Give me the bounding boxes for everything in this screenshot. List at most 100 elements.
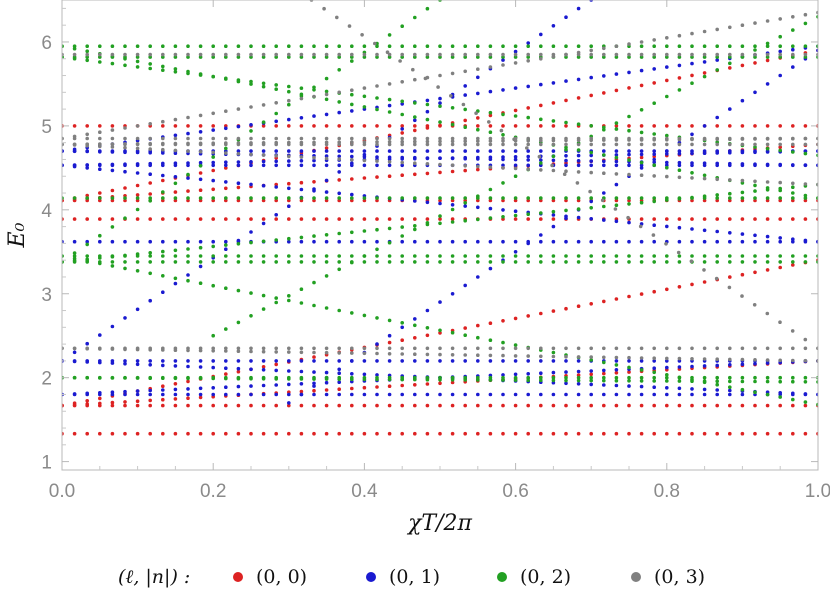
data-point xyxy=(186,278,190,283)
data-point xyxy=(438,73,442,78)
data-point xyxy=(702,55,707,59)
data-point xyxy=(627,196,631,200)
data-point xyxy=(715,239,719,244)
data-point xyxy=(350,109,354,113)
data-point xyxy=(72,164,77,169)
data-point xyxy=(589,124,593,128)
data-point xyxy=(123,260,127,264)
data-point xyxy=(135,252,140,256)
data-point xyxy=(539,168,543,172)
data-point xyxy=(324,346,329,351)
data-point xyxy=(715,44,719,48)
data-point xyxy=(186,189,190,193)
data-point xyxy=(513,108,518,113)
data-point xyxy=(261,84,266,89)
data-point xyxy=(665,260,669,264)
data-point xyxy=(173,44,178,48)
data-point xyxy=(613,207,618,211)
data-point xyxy=(211,392,215,397)
data-point xyxy=(211,128,215,132)
data-point xyxy=(702,151,707,155)
data-point xyxy=(249,129,253,133)
data-point xyxy=(413,161,417,165)
data-point xyxy=(312,156,316,160)
data-point xyxy=(173,55,178,59)
data-point xyxy=(236,431,241,436)
data-point xyxy=(551,142,556,147)
data-point xyxy=(287,369,291,373)
data-point xyxy=(753,189,757,193)
data-point xyxy=(537,154,542,159)
data-point xyxy=(324,112,329,117)
x-tick-label: 1.0 xyxy=(805,481,830,502)
data-point xyxy=(575,181,580,185)
data-point xyxy=(564,214,568,219)
data-point xyxy=(551,54,556,59)
data-point xyxy=(488,113,493,118)
data-point xyxy=(324,97,329,102)
data-point xyxy=(665,65,669,69)
data-point xyxy=(564,142,568,147)
data-point xyxy=(539,117,543,122)
data-point xyxy=(765,82,770,86)
data-point xyxy=(652,142,656,147)
data-point xyxy=(589,206,593,210)
data-point xyxy=(564,79,568,83)
data-point xyxy=(161,217,165,221)
data-point xyxy=(161,52,165,57)
data-point xyxy=(148,136,152,141)
data-point xyxy=(626,215,630,220)
data-point xyxy=(765,260,770,264)
data-point xyxy=(753,179,757,184)
data-point xyxy=(526,55,530,59)
data-point xyxy=(665,224,669,229)
data-point xyxy=(765,196,770,200)
data-point xyxy=(85,166,89,170)
data-point xyxy=(677,52,682,57)
data-point xyxy=(350,102,354,107)
data-point xyxy=(576,403,581,408)
data-point xyxy=(450,156,455,160)
data-point xyxy=(375,55,379,59)
x-tick-label: 0.6 xyxy=(502,481,528,502)
data-point xyxy=(803,142,808,147)
data-point xyxy=(261,141,266,145)
data-point xyxy=(287,154,291,159)
data-point xyxy=(551,403,556,408)
data-point xyxy=(526,41,530,45)
data-point xyxy=(690,387,694,391)
data-point xyxy=(387,377,392,382)
data-point xyxy=(287,149,291,153)
data-point xyxy=(274,392,279,397)
data-point xyxy=(85,44,89,48)
data-point xyxy=(186,403,190,408)
data-point xyxy=(312,136,316,141)
data-point xyxy=(450,122,455,127)
data-point xyxy=(413,156,417,161)
data-point xyxy=(702,29,707,34)
data-point xyxy=(261,239,266,244)
data-point xyxy=(450,378,455,382)
data-point xyxy=(665,52,669,57)
data-point xyxy=(702,124,707,128)
data-point xyxy=(639,55,644,59)
data-point xyxy=(387,403,392,408)
data-point xyxy=(614,203,619,207)
data-point xyxy=(400,217,405,221)
data-point xyxy=(476,44,480,48)
data-point xyxy=(173,117,178,122)
data-point xyxy=(576,122,581,126)
data-point xyxy=(135,150,140,155)
data-point xyxy=(652,152,656,156)
data-point xyxy=(85,257,89,262)
y-tick-label: 3 xyxy=(41,285,52,306)
data-point xyxy=(740,44,745,48)
data-point xyxy=(639,196,644,200)
data-point xyxy=(261,163,266,168)
data-point xyxy=(589,75,593,80)
data-point xyxy=(487,120,491,124)
data-point xyxy=(791,237,795,241)
data-point xyxy=(539,354,543,359)
data-point xyxy=(148,181,152,185)
data-point xyxy=(72,56,77,61)
